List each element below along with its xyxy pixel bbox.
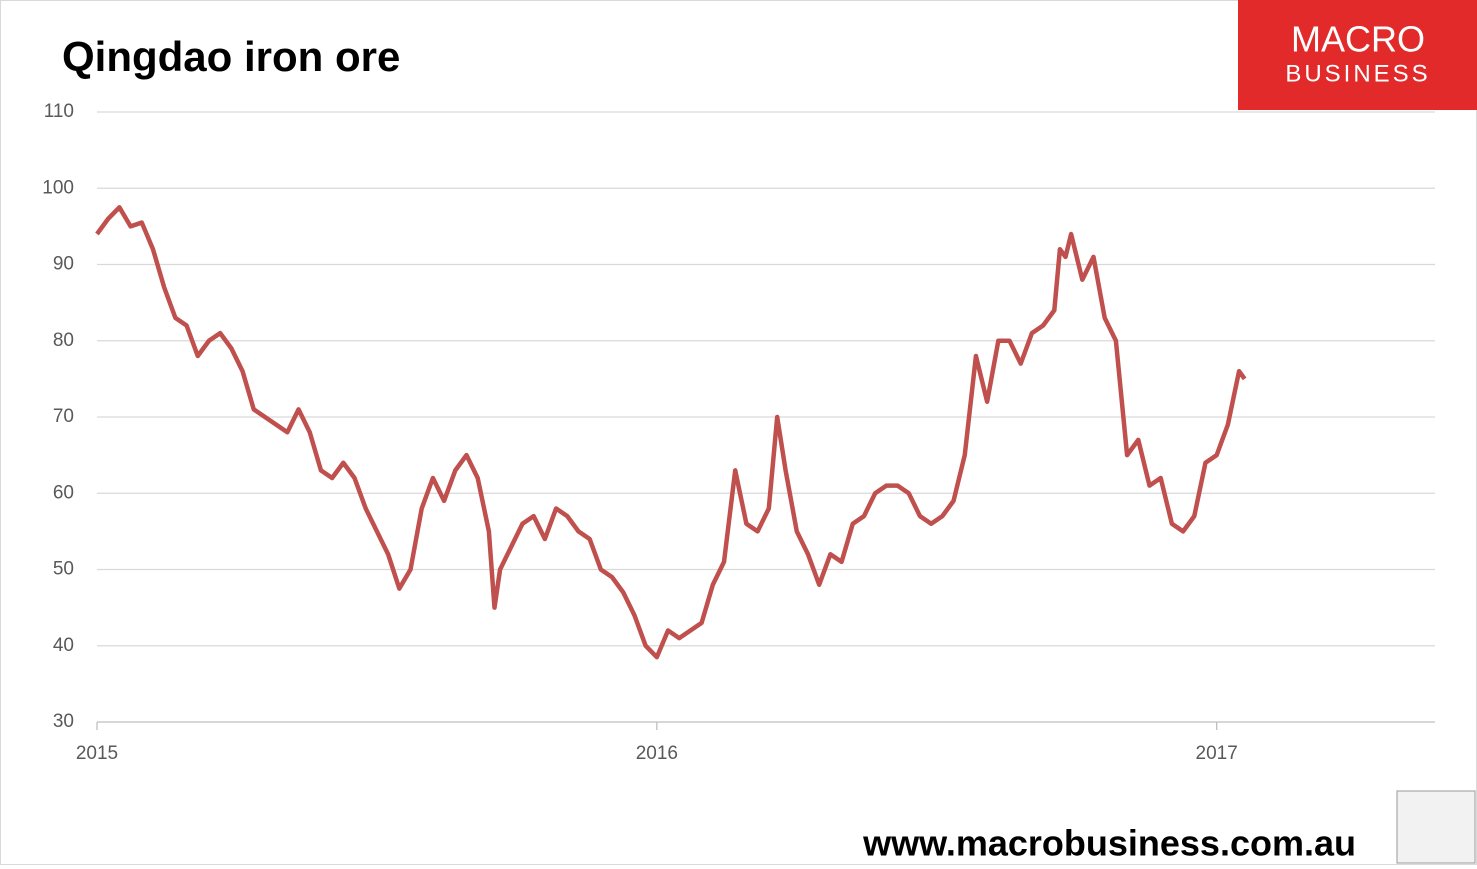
x-tick-label: 2017 xyxy=(1196,743,1238,764)
y-tick-label: 90 xyxy=(53,254,74,275)
y-tick-label: 110 xyxy=(44,101,74,122)
y-tick-label: 70 xyxy=(53,406,74,427)
y-tick-label: 30 xyxy=(53,711,74,732)
plot: 30 40 50 60 70 80 90 100 110 2015 2016 2017 xyxy=(42,101,1435,764)
x-tick-label: 2015 xyxy=(76,743,118,764)
logo-text: MACRO xyxy=(1291,19,1425,60)
logo-image xyxy=(1396,790,1476,864)
logo-text: BUSINESS xyxy=(1285,60,1430,87)
y-tick-label: 80 xyxy=(53,330,74,351)
y-tick-label: 60 xyxy=(53,482,74,503)
data-line xyxy=(95,205,1247,660)
y-tick-label: 100 xyxy=(42,177,74,198)
y-tick-label: 50 xyxy=(53,559,74,580)
source: www.macrobusiness.com.au xyxy=(862,823,1356,864)
x-tick-label: 2016 xyxy=(636,743,678,764)
y-tick-label: 40 xyxy=(53,635,74,656)
logo-box xyxy=(1238,0,1477,110)
chart-title: Qingdao iron ore xyxy=(62,33,400,80)
